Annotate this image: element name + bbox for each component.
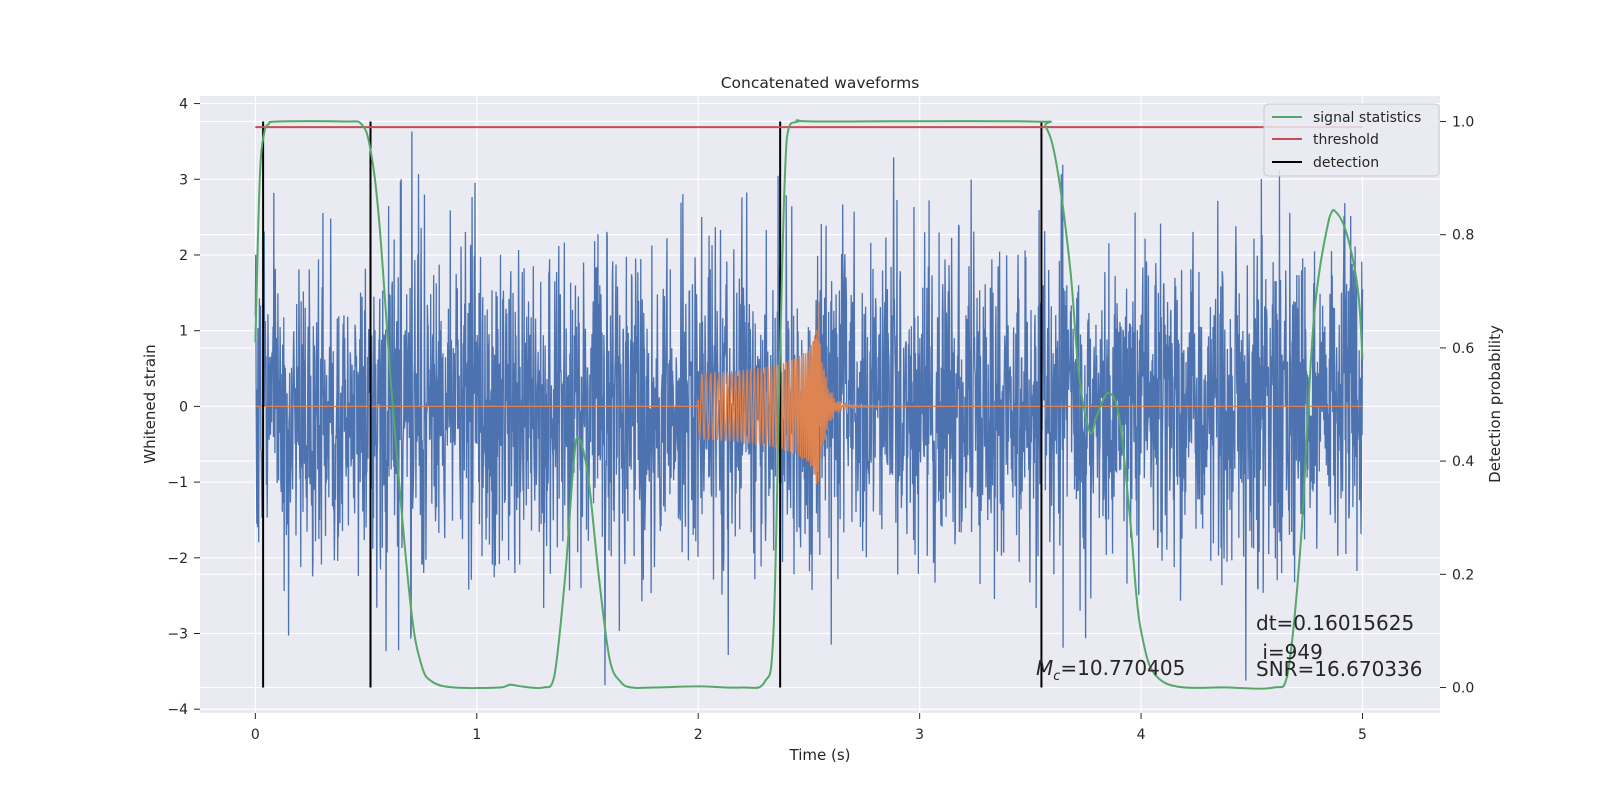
right-y-tick-label-2: 0.6 bbox=[1452, 341, 1474, 357]
y-tick-label-8: −4 bbox=[167, 702, 188, 718]
legend-label-threshold: threshold bbox=[1313, 132, 1379, 148]
detection-series bbox=[262, 121, 1043, 688]
right-y-axis-label: Detection probability bbox=[1486, 325, 1504, 483]
legend-label-detection: detection bbox=[1313, 155, 1379, 171]
annotation-dt: dt=0.16015625 bbox=[1256, 611, 1414, 635]
chart-title: Concatenated waveforms bbox=[721, 74, 920, 92]
right-y-tick-label-1: 0.8 bbox=[1452, 228, 1474, 244]
annotation-chirp-mass: Mc=10.770405 bbox=[1036, 656, 1185, 684]
x-tick-label-4: 4 bbox=[1137, 727, 1146, 743]
annotations: dt=0.16015625 i=949 SNR=16.670336 Mc=10.… bbox=[1036, 611, 1422, 684]
right-y-tick-label-3: 0.4 bbox=[1452, 454, 1474, 470]
x-axis-label: Time (s) bbox=[789, 746, 851, 764]
waveform-line bbox=[255, 301, 1363, 485]
y-tick-label-5: −1 bbox=[167, 475, 188, 491]
y-tick-label-2: 2 bbox=[179, 248, 188, 264]
legend-label-signal-statistics: signal statistics bbox=[1313, 110, 1421, 126]
right-y-tick-label-0: 1.0 bbox=[1452, 114, 1474, 130]
legend: signal statistics threshold detection bbox=[1263, 103, 1440, 177]
x-tick-label-1: 1 bbox=[472, 727, 481, 743]
annotation-snr: SNR=16.670336 bbox=[1256, 657, 1422, 681]
chirp-mass-value: =10.770405 bbox=[1060, 656, 1185, 680]
y-tick-label-7: −3 bbox=[167, 627, 188, 643]
y-axis-label: Whitened strain bbox=[141, 344, 159, 463]
right-y-tick-label-4: 0.2 bbox=[1452, 567, 1474, 583]
chirp-waveform-series bbox=[255, 301, 1363, 485]
right-y-tick-label-5: 0.0 bbox=[1452, 681, 1474, 697]
x-tick-label-5: 5 bbox=[1358, 727, 1367, 743]
y-tick-label-4: 0 bbox=[179, 399, 188, 415]
annotation-index: i=949 bbox=[1256, 640, 1323, 664]
legend-box bbox=[1263, 103, 1440, 177]
y-tick-label-6: −2 bbox=[167, 551, 188, 567]
x-tick-label-3: 3 bbox=[915, 727, 924, 743]
x-axis-ticks: 0 1 2 3 4 5 bbox=[251, 713, 1367, 743]
chirp-mass-subscript: c bbox=[1053, 669, 1060, 684]
signal-statistics-line bbox=[254, 119, 1364, 690]
y-tick-label-1: 3 bbox=[179, 172, 188, 188]
y-tick-label-0: 4 bbox=[179, 97, 188, 113]
chirp-mass-symbol: M bbox=[1036, 656, 1053, 680]
y-axis-ticks: 4 3 2 1 0 −1 −2 −3 −4 bbox=[167, 97, 200, 718]
x-tick-label-0: 0 bbox=[251, 727, 260, 743]
y-tick-label-3: 1 bbox=[179, 324, 188, 340]
right-y-axis-ticks: 1.0 0.8 0.6 0.4 0.2 0.0 bbox=[1440, 114, 1474, 697]
signal-statistics-series bbox=[254, 119, 1364, 690]
x-tick-label-2: 2 bbox=[694, 727, 703, 743]
